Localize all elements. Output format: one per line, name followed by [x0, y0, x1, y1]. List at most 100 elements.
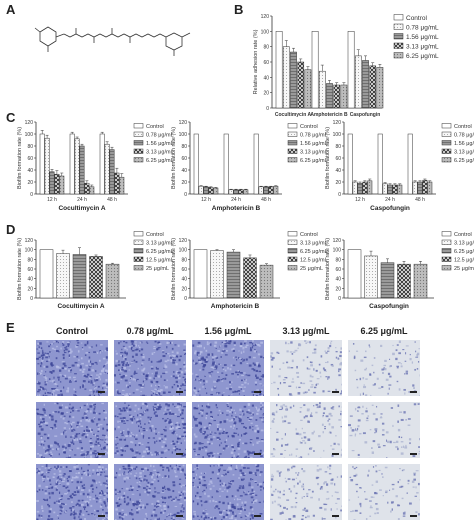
micrograph-image: [270, 402, 342, 458]
chart-c-2-bar-2-3: [422, 179, 428, 195]
chart-c-1-bar-0-1: [198, 185, 204, 195]
chart-d-1-bar-1: [210, 250, 224, 299]
chart-c-0-legend-label-2: 1.56 μg/mL: [146, 141, 174, 147]
chart-d-0-legend-label-1: 3.13 μg/mL: [146, 241, 174, 247]
chart-d-0-title: Cocultimycin A: [57, 303, 104, 310]
chart-d-2-legend-swatch-2: [441, 248, 452, 254]
chart-c-0-category-2: 48 h: [107, 197, 117, 203]
chart-c-0-bar-2-3: [114, 172, 120, 195]
chart-d-0-bar-3: [89, 256, 103, 299]
chart-d-2-bar-1: [364, 255, 378, 299]
chart-c-2-title: Caspofungin: [370, 205, 410, 212]
chart-d-1-bar-2: [226, 251, 241, 299]
micrograph-texture: [114, 464, 186, 520]
chart-c-2-legend-swatch-3: [441, 148, 452, 154]
chart-c-2-legend-label-0: Control: [454, 124, 472, 130]
chart-b-bar-2-1: [354, 55, 362, 109]
micrograph-image: [36, 340, 108, 396]
scale-bar: [98, 515, 105, 517]
chart-c-1-bar-1-1: [228, 189, 234, 195]
chart-d-2-legend-swatch-3: [441, 256, 452, 262]
chart-c-0-bar-0-0: [39, 133, 45, 195]
chart-c-2-ytick-label-0: 0: [338, 192, 341, 198]
chart-d-2-title: Caspofungin: [369, 303, 409, 310]
chart-c-1-ytick-label-2: 40: [181, 168, 187, 174]
chart-c-1-ytick-label-3: 60: [181, 156, 187, 162]
chart-c-1-legend-label-3: 3.13 μg/mL: [300, 150, 328, 156]
chart-c-0-bar-1-4: [89, 186, 95, 195]
chart-d-2-legend-label-3: 12.5 μg/mL: [454, 258, 474, 264]
chart-b-ytick-label-6: 120: [261, 14, 270, 20]
chart-c-2-ytick-label-6: 120: [333, 120, 342, 126]
chart-c-2-bar-1-1: [382, 183, 388, 195]
chart-c-2-legend-label-1: 0.78 μg/mL: [454, 133, 474, 139]
chart-c-1-legend-swatch-2: [287, 140, 298, 146]
chart-d-0-ytick-label-0: 0: [30, 296, 33, 302]
chart-c-2-ytick-label-3: 60: [335, 156, 341, 162]
chart-c-2-ytick-label-1: 20: [335, 180, 341, 186]
chart-d-1-legend-label-2: 6.25 μg/mL: [300, 249, 328, 255]
panel-label-e: E: [6, 320, 15, 335]
chart-d-1-ytick-label-5: 100: [179, 248, 188, 254]
chart-b-legend-label-2: 1.56 μg/mL: [406, 34, 439, 41]
micrograph-image: [114, 402, 186, 458]
chart-c-1-legend-swatch-0: [287, 123, 298, 129]
chart-d-0-ylabel: Biofilm formation rate (%): [17, 238, 23, 300]
chart-c-1-bar-2-0: [253, 133, 259, 195]
chart-c-0-ylabel: Biofilm formation rate (%): [17, 127, 23, 189]
micrograph-texture: [348, 464, 420, 520]
chart-c-0-legend-swatch-4: [133, 157, 144, 163]
chart-b-ytick-label-2: 40: [263, 75, 269, 81]
chart-c-2-ytick-label-4: 80: [335, 144, 341, 150]
chart-d-1-ytick-label-6: 120: [179, 238, 188, 244]
panel-label-a: A: [6, 2, 16, 17]
chart-c-1-bar-0-4: [213, 187, 219, 195]
chart-c-1-bar-0-2: [203, 186, 209, 195]
chart-d-0-legend-label-4: 25 μg/mL: [146, 266, 169, 272]
chart-c-2-ylabel: Biofilm formation rate (%): [325, 127, 331, 189]
micrograph-texture: [114, 340, 186, 396]
micrograph-image: [348, 464, 420, 520]
chart-b-bar-1-0: [311, 31, 319, 109]
chart-d-2-ytick-label-1: 20: [335, 286, 341, 292]
chart-d-1-legend-swatch-4: [287, 265, 298, 271]
chart-c-1-legend-label-0: Control: [300, 124, 318, 130]
scale-bar: [332, 515, 339, 517]
chart-d-0-bar-0: [39, 249, 54, 299]
micrograph-texture: [192, 402, 264, 458]
scale-bar: [254, 391, 261, 393]
scale-bar: [176, 453, 183, 455]
micrograph-column-label-1: 0.78 μg/mL: [126, 326, 174, 336]
chart-c-2-ytick-label-5: 100: [333, 132, 342, 138]
scale-bar: [410, 453, 417, 455]
chart-c-1-category-1: 24 h: [231, 197, 241, 203]
chart-c-2-legend-swatch-0: [441, 123, 452, 129]
chart-d-2-legend-label-0: Control: [454, 232, 472, 238]
scale-bar: [254, 453, 261, 455]
chart-c-1-legend-label-2: 1.56 μg/mL: [300, 141, 328, 147]
chart-c-1-ytick-label-4: 80: [181, 144, 187, 150]
chart-c-1-bar-2-4: [273, 185, 279, 195]
chart-d-1-bar-4: [259, 264, 274, 299]
chart-c-0-category-0: 12 h: [47, 197, 57, 203]
chart-c-1-bar-1-3: [238, 189, 244, 195]
micrograph-image: [36, 402, 108, 458]
micrograph-texture: [270, 340, 342, 396]
chart-c-0-bar-0-2: [49, 171, 55, 195]
micrograph-image: [114, 340, 186, 396]
chart-b-ytick-label-1: 20: [263, 91, 269, 97]
chart-c-0-ytick-label-3: 60: [27, 156, 33, 162]
micrograph-column-label-2: 1.56 μg/mL: [204, 326, 252, 336]
chart-c-1-bar-2-1: [258, 186, 264, 195]
chart-c-0-bar-1-1: [74, 138, 80, 195]
chart-c-1-bar-1-0: [223, 133, 229, 195]
chart-d-1-ytick-label-3: 60: [181, 267, 187, 273]
chart-c-2-legend-swatch-4: [441, 157, 452, 163]
chart-c-2-legend-label-4: 6.25 μg/mL: [454, 158, 474, 164]
chart-d-2-ytick-label-4: 80: [335, 257, 341, 263]
chart-b-ytick-label-3: 60: [263, 60, 269, 66]
chart-b: 0 20 40 60 80 100 120 Relative adhesion rate (%…: [253, 14, 439, 118]
chart-d-2-legend-label-1: 3.13 μg/mL: [454, 241, 474, 247]
